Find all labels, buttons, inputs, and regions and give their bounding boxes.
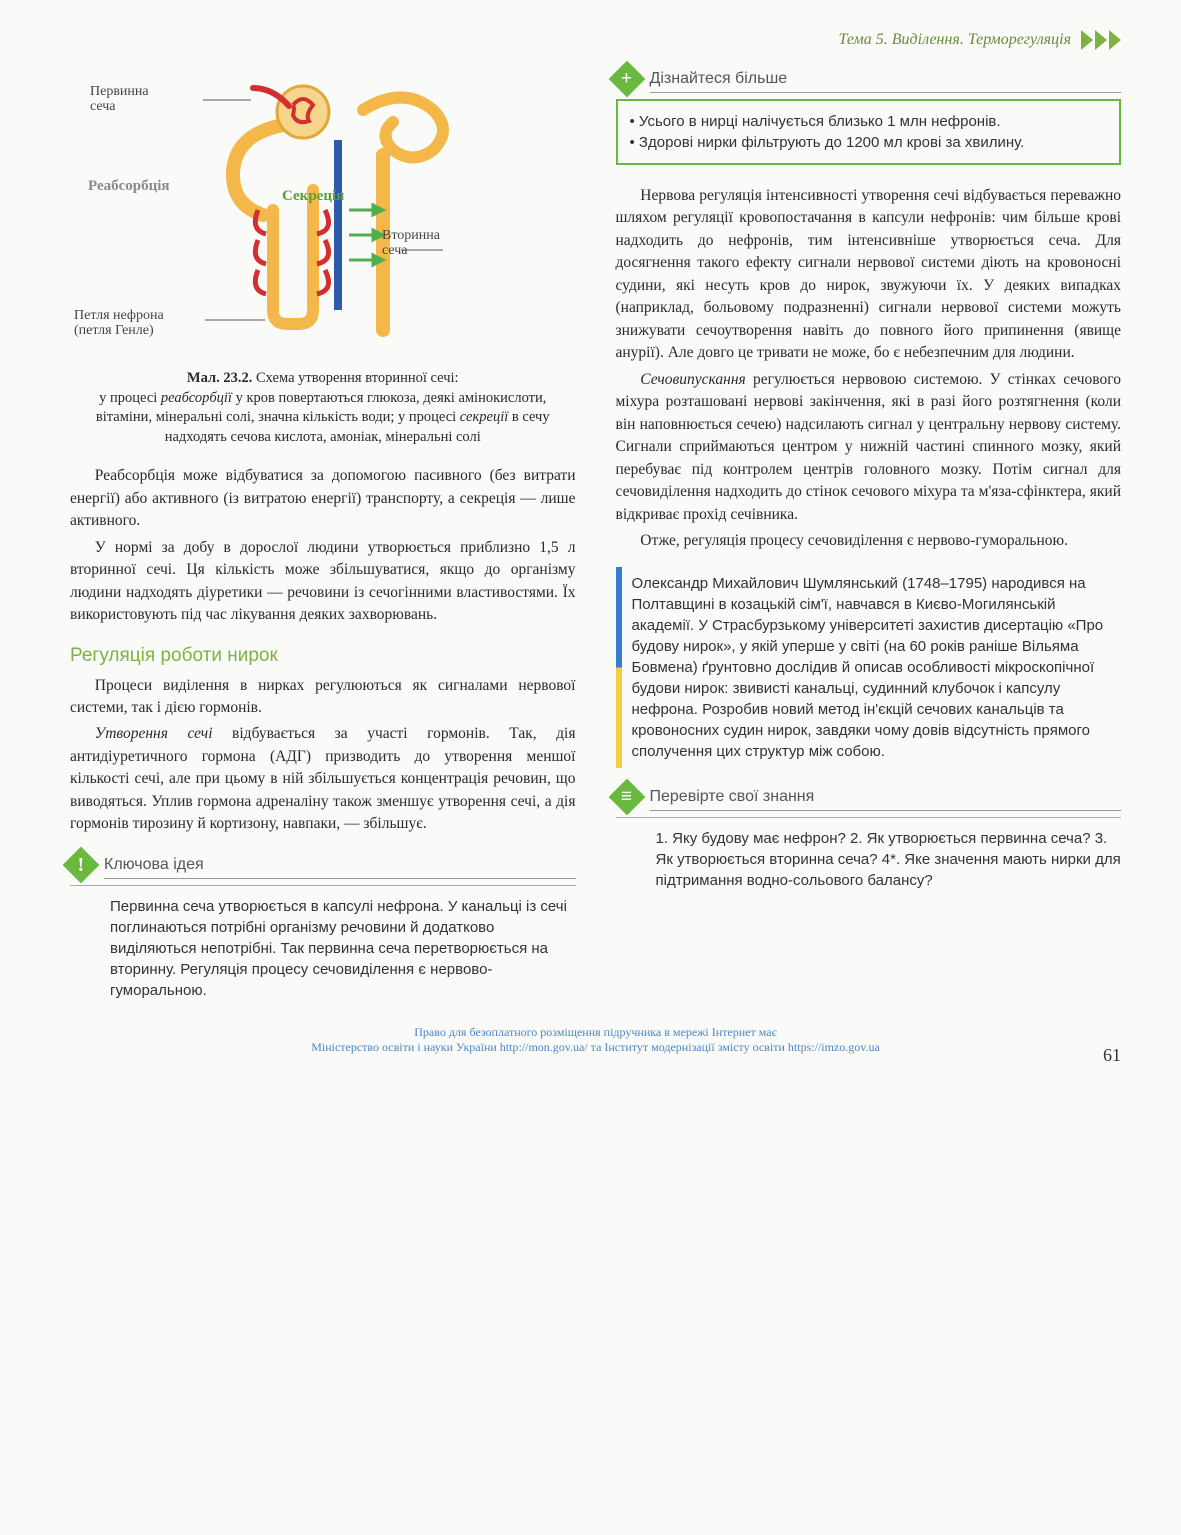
- check-questions: 1. Яку будову має нефрон? 2. Як утворюєт…: [616, 817, 1122, 891]
- page-header: Тема 5. Виділення. Терморегуляція: [70, 30, 1121, 50]
- footer-line1: Право для безоплатного розміщення підруч…: [70, 1025, 1121, 1041]
- page-number: 61: [1103, 1045, 1121, 1066]
- para-hormones: Утворення сечі відбувається за участі го…: [70, 723, 576, 835]
- caption-ref: Мал. 23.2.: [187, 370, 252, 386]
- left-column: Первиннасеча Реабсорбція Секреція Вторин…: [70, 70, 576, 1001]
- label-secondary-urine: Вториннасеча: [382, 228, 440, 259]
- chevron-icon: [1081, 30, 1121, 50]
- para-conclusion: Отже, регуляція процесу сечовиділення є …: [616, 530, 1122, 552]
- lines-icon: ≡: [608, 778, 645, 815]
- key-idea-title: Ключова ідея: [104, 856, 204, 874]
- check-title: Перевірте свої знання: [650, 788, 815, 806]
- key-idea-text: Первинна сеча утворюється в капсулі нефр…: [70, 885, 576, 1001]
- section-heading: Регуляція роботи нирок: [70, 645, 576, 667]
- key-idea-block: ! Ключова ідея Первинна сеча утворюється…: [70, 856, 576, 1001]
- label-reabsorption: Реабсорбція: [88, 178, 170, 195]
- two-column-layout: Первиннасеча Реабсорбція Секреція Вторин…: [70, 70, 1121, 1001]
- para-norm: У нормі за добу в дорослої людини утворю…: [70, 537, 576, 627]
- footer-line2: Міністерство освіти і науки України http…: [70, 1040, 1121, 1056]
- plus-icon: +: [608, 61, 645, 98]
- learn-more-b1: • Усього в нирці налічується близько 1 м…: [630, 111, 1108, 132]
- key-idea-header: Ключова ідея: [104, 856, 576, 879]
- em-urination: Сечовипускання: [640, 371, 745, 388]
- right-column: + Дізнайтеся більше • Усього в нирці нал…: [616, 70, 1122, 1001]
- para-reabsorption: Реабсорбція може відбуватися за допомого…: [70, 465, 576, 532]
- learn-more-header: Дізнайтеся більше: [650, 70, 1122, 93]
- nephron-svg: [133, 70, 513, 350]
- topic-label: Тема 5. Виділення. Терморегуляція: [839, 31, 1071, 49]
- biography-text: Олександр Михайлович Шумлянський (1748–1…: [632, 575, 1104, 760]
- nephron-diagram: Первиннасеча Реабсорбція Секреція Вторин…: [70, 70, 576, 355]
- footer: Право для безоплатного розміщення підруч…: [70, 1025, 1121, 1056]
- learn-more-box: • Усього в нирці налічується близько 1 м…: [616, 99, 1122, 165]
- caption-title: Схема утворення вторинної сечі:: [256, 370, 459, 386]
- page: Тема 5. Виділення. Терморегуляція: [0, 0, 1181, 1096]
- label-secretion: Секреція: [282, 188, 344, 205]
- para-nervous-reg: Нервова регуляція інтенсивності утворенн…: [616, 185, 1122, 365]
- check-header: Перевірте свої знання: [650, 788, 1122, 811]
- learn-more-b2: • Здорові нирки фільтрують до 1200 мл кр…: [630, 132, 1108, 153]
- para-urination: Сечовипускання регулюється нервовою сист…: [616, 369, 1122, 526]
- para-urination-body: регулюється нервовою системою. У стінках…: [616, 371, 1122, 523]
- figure-caption: Мал. 23.2. Схема утворення вторинної сеч…: [70, 369, 576, 465]
- check-q: 1. Яку будову має нефрон? 2. Як утворюєт…: [656, 830, 1121, 889]
- caption-em-a: реабсорбції: [161, 390, 232, 406]
- learn-more-block: + Дізнайтеся більше • Усього в нирці нал…: [616, 70, 1122, 165]
- learn-more-title: Дізнайтеся більше: [650, 70, 788, 88]
- biography-box: Олександр Михайлович Шумлянський (1748–1…: [616, 567, 1122, 768]
- caption-a: у процесі: [99, 390, 161, 406]
- label-primary-urine: Первиннасеча: [90, 84, 149, 115]
- em-urine-formation: Утворення сечі: [95, 725, 213, 742]
- exclamation-icon: !: [63, 846, 100, 883]
- caption-em-b: секреції: [460, 409, 508, 425]
- para-regulation-intro: Процеси виділення в нирках регулюються я…: [70, 675, 576, 720]
- label-loop: Петля нефрона(петля Генле): [74, 308, 164, 339]
- check-knowledge-block: ≡ Перевірте свої знання 1. Яку будову ма…: [616, 788, 1122, 891]
